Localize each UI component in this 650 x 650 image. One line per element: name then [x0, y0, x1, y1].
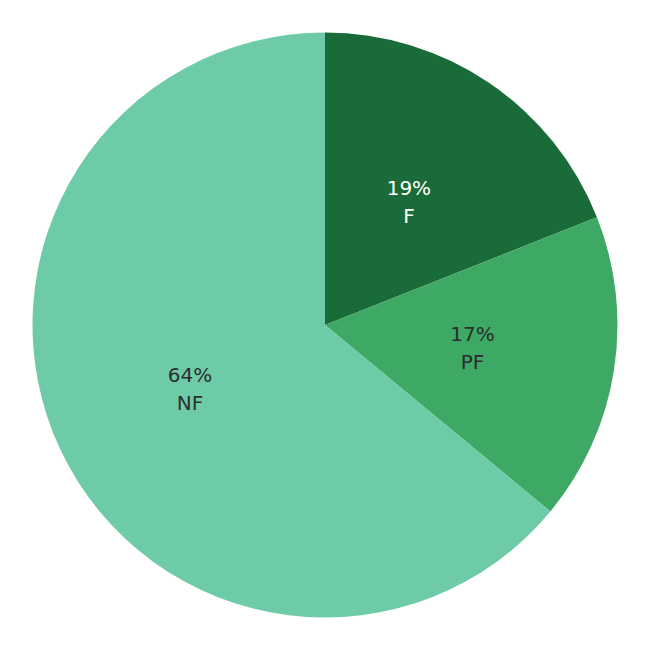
svg-text:17%: 17%: [450, 322, 494, 346]
svg-text:19%: 19%: [387, 176, 431, 200]
svg-text:NF: NF: [177, 391, 203, 415]
svg-text:F: F: [403, 204, 415, 228]
svg-text:64%: 64%: [168, 363, 212, 387]
svg-text:PF: PF: [461, 350, 485, 374]
